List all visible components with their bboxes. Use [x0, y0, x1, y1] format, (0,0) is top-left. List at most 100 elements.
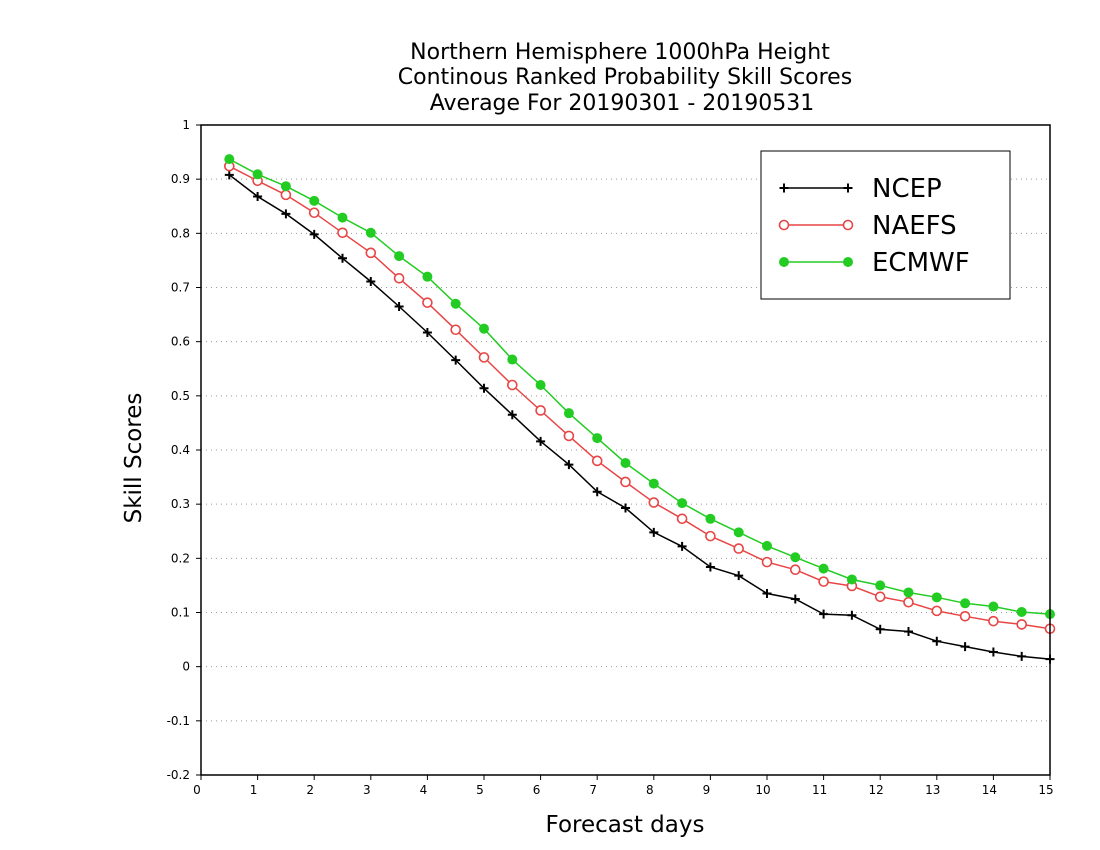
data-point-ncep [536, 436, 546, 446]
x-tick-label: 6 [533, 783, 541, 797]
data-point-ncep [1017, 651, 1027, 661]
data-point-ecmwf [337, 212, 348, 223]
y-tick-label: 0.8 [171, 226, 190, 240]
x-axis-label: Forecast days [546, 812, 705, 838]
data-point-naefs [705, 530, 716, 542]
data-point-ecmwf [988, 601, 999, 612]
x-tick-label: 8 [646, 783, 654, 797]
data-point-ecmwf [394, 251, 405, 262]
data-point-ecmwf [903, 587, 914, 598]
y-tick-label: 0.1 [171, 606, 190, 620]
data-point-naefs [422, 297, 433, 308]
legend-items: NCEP NAEFS ECMWF [778, 174, 970, 278]
y-axis-ticks: -0.2 -0.1 0 0.1 0.2 0.3 0.4 0.5 0.6 0.7 0.8 0.9 1 [167, 118, 201, 782]
data-point-ecmwf [818, 563, 829, 574]
data-point-ecmwf [479, 323, 489, 334]
title-line-2: Continous Ranked Probability Skill Score… [398, 65, 852, 90]
data-point-ecmwf [592, 433, 603, 444]
data-point-ncep [875, 624, 885, 634]
data-point-ecmwf [931, 592, 942, 603]
data-point-ncep [451, 355, 461, 365]
legend-marker-ecmwf [843, 257, 853, 267]
data-point-naefs [563, 430, 575, 442]
data-point-naefs [591, 455, 603, 467]
data-point-naefs [506, 379, 518, 391]
data-point-naefs [365, 247, 377, 259]
legend-marker-ncep [843, 183, 853, 193]
legend: NCEP NAEFS ECMWF [760, 150, 1011, 300]
x-tick-label: 12 [869, 783, 884, 797]
data-point-naefs [535, 405, 546, 416]
data-point-naefs [450, 324, 462, 336]
data-point-ncep [932, 636, 942, 646]
y-tick-label: 0.7 [171, 281, 190, 295]
data-point-ecmwf [790, 552, 801, 563]
y-axis-label: Skill Scores [121, 393, 147, 524]
data-point-ncep [394, 301, 404, 311]
data-point-naefs [903, 596, 914, 608]
x-axis-ticks: 0 1 2 3 4 5 6 7 8 9 10 11 12 13 14 15 [193, 775, 1054, 797]
data-point-ncep [507, 410, 517, 420]
data-point-ncep [705, 562, 715, 572]
data-point-naefs [280, 189, 292, 201]
data-point-ecmwf [875, 580, 886, 591]
data-point-ecmwf [309, 195, 320, 206]
series-group [224, 154, 1056, 664]
data-point-naefs [676, 513, 688, 525]
x-tick-label: 10 [755, 783, 770, 797]
x-tick-label: 15 [1038, 783, 1053, 797]
x-tick-label: 4 [420, 783, 428, 797]
y-tick-label: 0.5 [171, 389, 190, 403]
data-point-ncep [564, 460, 574, 470]
x-tick-label: 11 [812, 783, 827, 797]
x-tick-label: 14 [982, 783, 997, 797]
data-point-ecmwf [762, 540, 772, 551]
title-line-3: Average For 20190301 - 20190531 [430, 91, 815, 116]
data-point-naefs [337, 227, 348, 239]
data-point-ecmwf [960, 598, 971, 609]
data-point-ncep [253, 192, 263, 201]
plot-frame [200, 124, 1051, 776]
x-tick-label: 1 [250, 783, 258, 797]
data-point-naefs [393, 272, 405, 284]
x-tick-label: 9 [703, 783, 711, 797]
series-ncep [224, 170, 1055, 664]
data-point-ncep [224, 170, 234, 180]
data-point-ncep [904, 626, 913, 636]
chart-title: Northern Hemisphere 1000hPa Height Conti… [398, 40, 852, 116]
data-point-naefs [308, 207, 320, 219]
title-line-1: Northern Hemisphere 1000hPa Height [410, 40, 830, 65]
y-tick-label: 0.3 [171, 497, 190, 511]
data-point-ncep [621, 503, 630, 513]
series-naefs [224, 160, 1056, 635]
data-point-ecmwf [224, 154, 235, 165]
data-point-ncep [988, 647, 998, 657]
data-point-ncep [734, 571, 744, 581]
y-tick-label: 0.6 [171, 335, 190, 349]
data-point-naefs [648, 497, 660, 508]
y-tick-label: 0.9 [171, 172, 190, 186]
x-tick-label: 2 [306, 783, 314, 797]
legend-marker-ecmwf [779, 257, 789, 267]
x-tick-label: 0 [193, 783, 201, 797]
data-point-ncep [479, 383, 489, 393]
data-point-ncep [819, 609, 829, 619]
legend-item-naefs: NAEFS [778, 211, 957, 241]
legend-item-ncep: NCEP [779, 174, 942, 204]
data-point-ecmwf [620, 458, 631, 468]
legend-marker-ncep [779, 183, 789, 193]
data-point-ecmwf [563, 408, 574, 419]
data-point-ecmwf [705, 513, 716, 524]
data-point-naefs [931, 605, 943, 617]
legend-label-naefs: NAEFS [872, 211, 957, 241]
data-point-ncep [338, 253, 347, 263]
data-point-ncep [422, 327, 432, 337]
series-line-ncep [228, 174, 1051, 660]
data-point-ecmwf [1016, 606, 1027, 617]
data-point-ecmwf [422, 271, 433, 282]
data-point-ecmwf [535, 380, 546, 390]
y-tick-label: 0.2 [171, 551, 190, 565]
data-point-ecmwf [846, 574, 857, 585]
data-point-ncep [649, 527, 659, 537]
